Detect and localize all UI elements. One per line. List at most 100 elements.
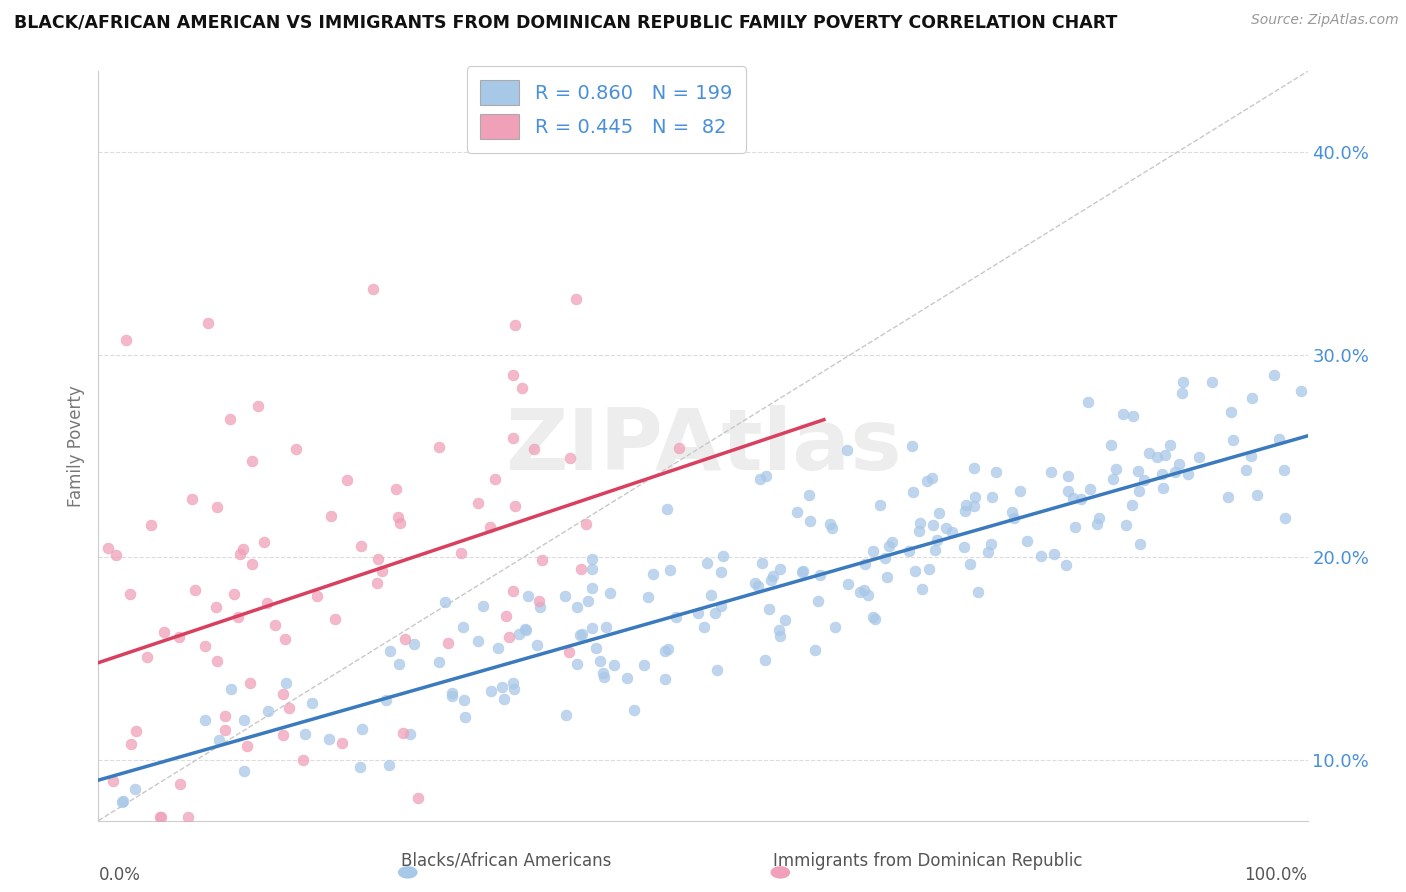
Point	[1133, 473, 1156, 487]
Point	[799, 514, 821, 528]
Point	[486, 641, 509, 656]
Point	[963, 499, 986, 513]
Point	[366, 575, 388, 590]
Point	[786, 505, 808, 519]
Point	[1137, 446, 1160, 460]
Point	[502, 368, 524, 382]
Point	[1263, 368, 1285, 382]
Point	[124, 782, 146, 797]
Point	[387, 510, 409, 524]
Point	[394, 632, 416, 646]
Point	[953, 541, 976, 555]
Point	[285, 442, 308, 456]
Point	[256, 705, 278, 719]
Point	[928, 507, 950, 521]
Point	[1268, 432, 1291, 446]
Point	[177, 809, 200, 823]
Point	[219, 412, 242, 426]
Point	[152, 624, 174, 639]
Point	[585, 640, 607, 655]
Point	[352, 722, 374, 736]
Point	[1216, 490, 1239, 504]
Point	[835, 442, 858, 457]
Point	[877, 539, 900, 553]
Point	[655, 501, 678, 516]
Point	[498, 630, 520, 644]
Point	[1105, 462, 1128, 476]
Point	[1112, 407, 1135, 421]
Point	[820, 521, 842, 535]
Point	[238, 675, 260, 690]
Point	[790, 565, 813, 579]
Point	[965, 490, 987, 504]
Point	[240, 557, 263, 571]
Point	[696, 556, 718, 570]
Point	[686, 606, 709, 620]
Point	[375, 693, 398, 707]
Point	[1115, 517, 1137, 532]
Point	[807, 594, 830, 608]
Point	[558, 645, 581, 659]
Point	[984, 465, 1007, 479]
Point	[567, 657, 589, 671]
Point	[565, 292, 588, 306]
Point	[935, 521, 957, 535]
Point	[824, 620, 846, 634]
Point	[775, 613, 797, 627]
Point	[406, 790, 429, 805]
Point	[744, 576, 766, 591]
Point	[1241, 392, 1264, 406]
Point	[1146, 450, 1168, 464]
Point	[367, 552, 389, 566]
Point	[503, 681, 526, 696]
Point	[643, 567, 665, 582]
Point	[301, 696, 323, 710]
Point	[758, 602, 780, 616]
Point	[120, 587, 142, 601]
Point	[921, 471, 943, 485]
Point	[433, 594, 456, 608]
Point	[768, 623, 790, 637]
Point	[194, 639, 217, 653]
Point	[451, 620, 474, 634]
Point	[706, 663, 728, 677]
Point	[349, 760, 371, 774]
Point	[1085, 516, 1108, 531]
Point	[980, 536, 1002, 550]
Point	[149, 809, 172, 823]
Point	[1272, 463, 1295, 477]
Point	[1150, 467, 1173, 481]
Point	[523, 442, 546, 456]
Point	[1173, 375, 1195, 389]
Point	[181, 492, 204, 507]
Point	[240, 454, 263, 468]
Point	[853, 558, 876, 572]
Point	[1040, 465, 1063, 479]
Point	[1002, 511, 1025, 525]
Point	[1234, 462, 1257, 476]
Point	[1246, 488, 1268, 502]
Point	[1015, 533, 1038, 548]
Point	[962, 460, 984, 475]
Point	[1129, 536, 1152, 550]
Point	[1057, 484, 1080, 499]
Point	[568, 628, 591, 642]
Point	[581, 581, 603, 595]
Point	[581, 562, 603, 576]
Point	[371, 564, 394, 578]
Point	[1101, 473, 1123, 487]
Point	[529, 600, 551, 615]
Point	[391, 725, 413, 739]
Point	[1154, 448, 1177, 462]
Point	[502, 675, 524, 690]
Point	[389, 516, 412, 530]
Point	[792, 564, 814, 578]
Point	[194, 713, 217, 727]
Text: BLACK/AFRICAN AMERICAN VS IMMIGRANTS FROM DOMINICAN REPUBLIC FAMILY POVERTY CORR: BLACK/AFRICAN AMERICAN VS IMMIGRANTS FRO…	[14, 13, 1118, 31]
Point	[658, 563, 681, 577]
Point	[484, 472, 506, 486]
Point	[558, 450, 581, 465]
Point	[633, 657, 655, 672]
Point	[222, 587, 245, 601]
Point	[654, 644, 676, 658]
